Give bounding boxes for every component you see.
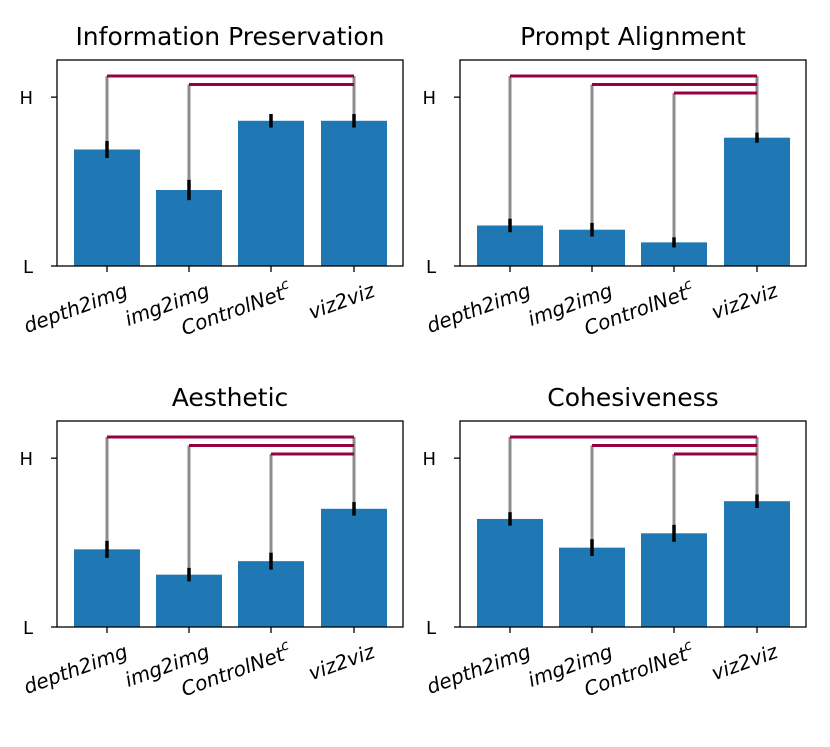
bar-img2img xyxy=(156,190,222,266)
bar-depth2img xyxy=(477,518,543,627)
bar-ControlNet xyxy=(641,242,707,266)
bar-viz2viz xyxy=(724,137,790,266)
chart-panel-1: Prompt AlignmentLHdepth2imgimg2imgContro… xyxy=(422,22,807,340)
y-tick-label: H xyxy=(19,88,33,109)
y-tick-label: H xyxy=(422,88,436,109)
x-tick-label: viz2viz xyxy=(708,278,781,324)
chart-panel-0: Information PreservationLHdepth2imgimg2i… xyxy=(19,22,404,340)
y-tick-label: L xyxy=(23,257,33,278)
y-tick-label: L xyxy=(426,618,436,639)
chart-title: Aesthetic xyxy=(172,383,289,412)
x-tick-label-superscript: c xyxy=(682,276,695,294)
bar-depth2img xyxy=(74,549,140,627)
x-tick-label-superscript: c xyxy=(279,637,292,655)
chart-title: Prompt Alignment xyxy=(520,22,746,51)
chart-title: Information Preservation xyxy=(75,22,384,51)
y-tick-label: L xyxy=(426,257,436,278)
x-tick-label: depth2img xyxy=(20,639,130,699)
bar-viz2viz xyxy=(724,501,790,627)
chart-panel-3: CohesivenessLHdepth2imgimg2imgControlNet… xyxy=(422,383,807,701)
bar-viz2viz xyxy=(321,508,387,627)
y-tick-label: H xyxy=(422,449,436,470)
axes-frame xyxy=(459,420,807,628)
y-tick-label: L xyxy=(23,618,33,639)
bar-img2img xyxy=(559,547,625,627)
x-tick-label: depth2img xyxy=(423,639,533,699)
bar-ControlNet xyxy=(238,561,304,627)
bar-depth2img xyxy=(74,149,140,266)
x-tick-label-superscript: c xyxy=(279,276,292,294)
chart-title: Cohesiveness xyxy=(547,383,718,412)
axes-frame xyxy=(56,420,404,628)
x-tick-label: viz2viz xyxy=(708,639,781,685)
y-tick-label: H xyxy=(19,449,33,470)
x-tick-label: viz2viz xyxy=(305,639,378,685)
x-tick-label: viz2viz xyxy=(305,278,378,324)
bar-ControlNet xyxy=(238,120,304,266)
x-tick-label: depth2img xyxy=(423,278,533,338)
bar-ControlNet xyxy=(641,533,707,627)
bar-img2img xyxy=(156,574,222,627)
x-tick-label: depth2img xyxy=(20,278,130,338)
x-tick-label-superscript: c xyxy=(682,637,695,655)
axes-frame xyxy=(56,59,404,267)
axes-frame xyxy=(459,59,807,267)
bar-viz2viz xyxy=(321,120,387,266)
